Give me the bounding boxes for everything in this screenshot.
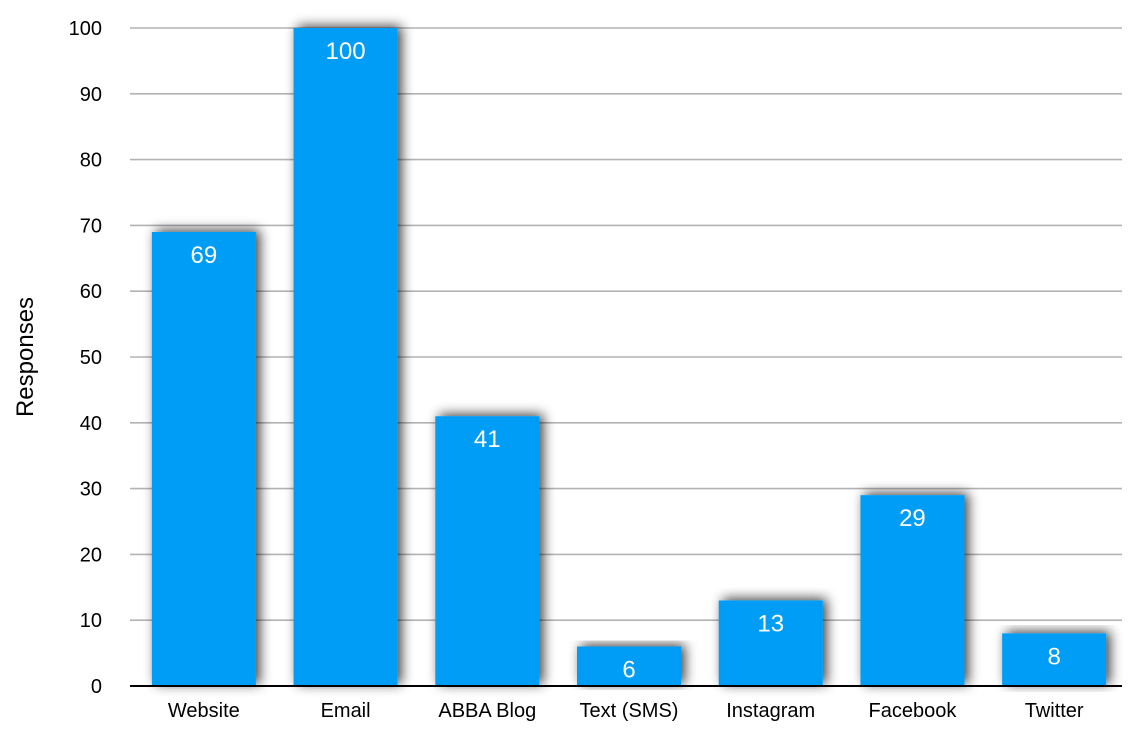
y-tick-label: 80 — [80, 150, 102, 172]
bar-value-label: 8 — [1047, 643, 1060, 670]
bar-value-label: 41 — [474, 426, 501, 453]
x-tick-label: Text (SMS) — [580, 700, 679, 722]
bar-value-labels: 69 100 41 6 13 29 8 — [191, 38, 1061, 684]
y-tick-labels: 0 10 20 30 40 50 60 70 80 90 100 — [69, 18, 102, 698]
bar — [577, 646, 681, 686]
x-tick-label: Instagram — [726, 700, 815, 722]
bar-value-label: 6 — [622, 657, 635, 684]
y-tick-label: 90 — [80, 84, 102, 106]
y-tick-label: 10 — [80, 610, 102, 632]
bar-value-label: 13 — [757, 610, 784, 637]
y-tick-label: 40 — [80, 413, 102, 435]
x-tick-labels: Website Email ABBA Blog Text (SMS) Instagram… — [168, 700, 1084, 722]
y-axis-label: Responses — [12, 297, 39, 417]
y-tick-label: 70 — [80, 215, 102, 237]
y-tick-label: 60 — [80, 281, 102, 303]
y-tick-label: 0 — [91, 676, 102, 698]
x-tick-label: Twitter — [1025, 700, 1084, 722]
x-tick-label: Website — [168, 700, 240, 722]
y-tick-label: 20 — [80, 544, 102, 566]
y-tick-label: 50 — [80, 347, 102, 369]
x-tick-label: Facebook — [869, 700, 958, 722]
bar-value-label: 100 — [326, 38, 366, 65]
x-tick-label: ABBA Blog — [438, 700, 536, 722]
bar — [1002, 633, 1107, 686]
bar — [435, 416, 540, 686]
bar-value-label: 29 — [899, 505, 926, 532]
bar — [860, 495, 965, 686]
bar-value-label: 69 — [191, 242, 218, 269]
y-tick-label: 100 — [69, 18, 102, 40]
bars — [151, 28, 1107, 687]
bar — [151, 231, 256, 687]
gridlines — [130, 27, 1122, 622]
y-tick-label: 30 — [80, 479, 102, 501]
x-tick-label: Email — [321, 700, 371, 722]
bar — [718, 600, 823, 686]
bar — [293, 28, 398, 686]
